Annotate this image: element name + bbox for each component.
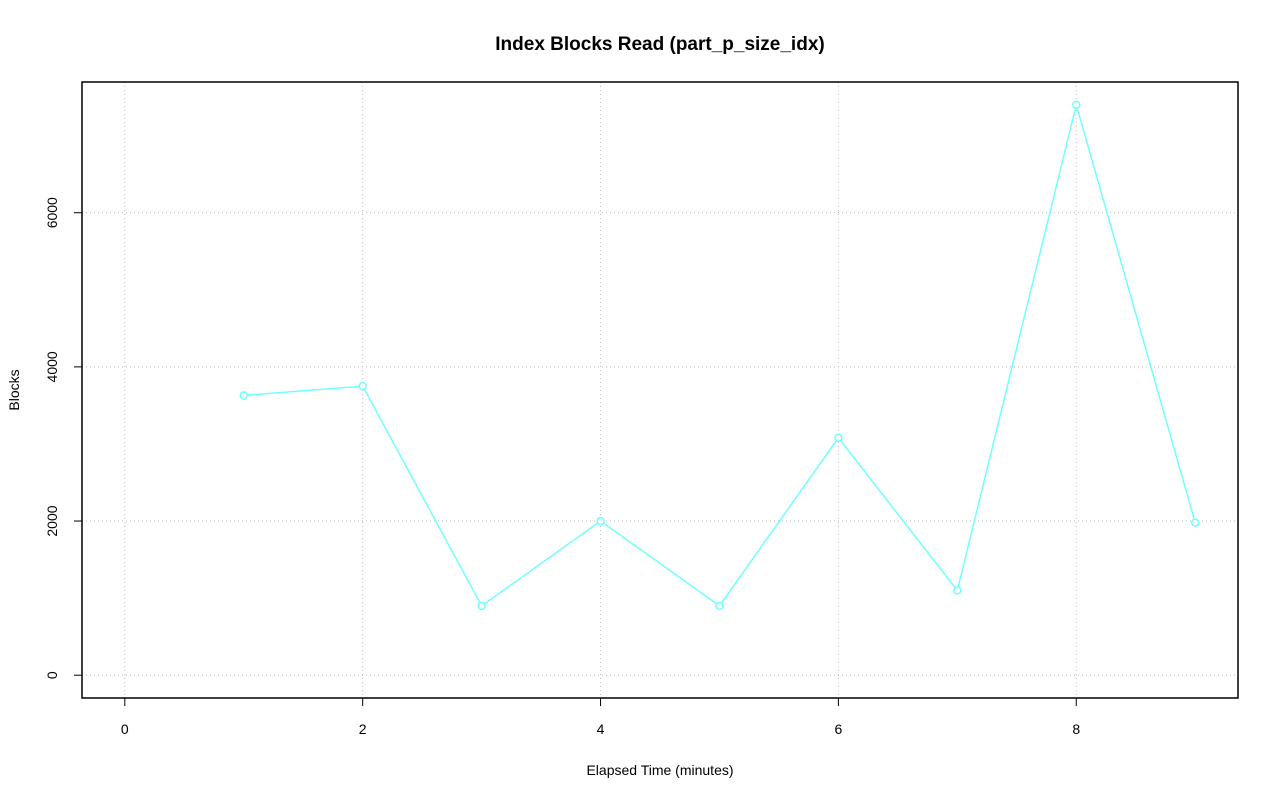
point [477,601,486,611]
x-tick-label: 6 [834,721,842,737]
plot-frame [81,81,1239,699]
x-axis-label: Elapsed Time (minutes) [586,762,733,778]
point [1190,518,1200,527]
x-tick-label: 0 [121,721,129,737]
y-tick-label: 6000 [44,197,60,228]
y-axis-label: Blocks [6,369,22,410]
point [358,381,367,391]
point [1072,100,1081,110]
y-tick-label: 0 [44,671,60,679]
y-tick-label: 2000 [44,505,60,536]
line [243,101,1196,607]
point [239,391,248,400]
x-tick-label: 8 [1072,721,1080,737]
y-tick-label: 4000 [44,351,60,382]
point [596,516,605,526]
point [715,601,724,611]
x-tick-label: 2 [359,721,367,737]
point [834,433,843,443]
chart-title: Index Blocks Read (part_p_size_idx) [495,34,824,55]
point [953,586,962,595]
x-tick-label: 4 [597,721,605,737]
